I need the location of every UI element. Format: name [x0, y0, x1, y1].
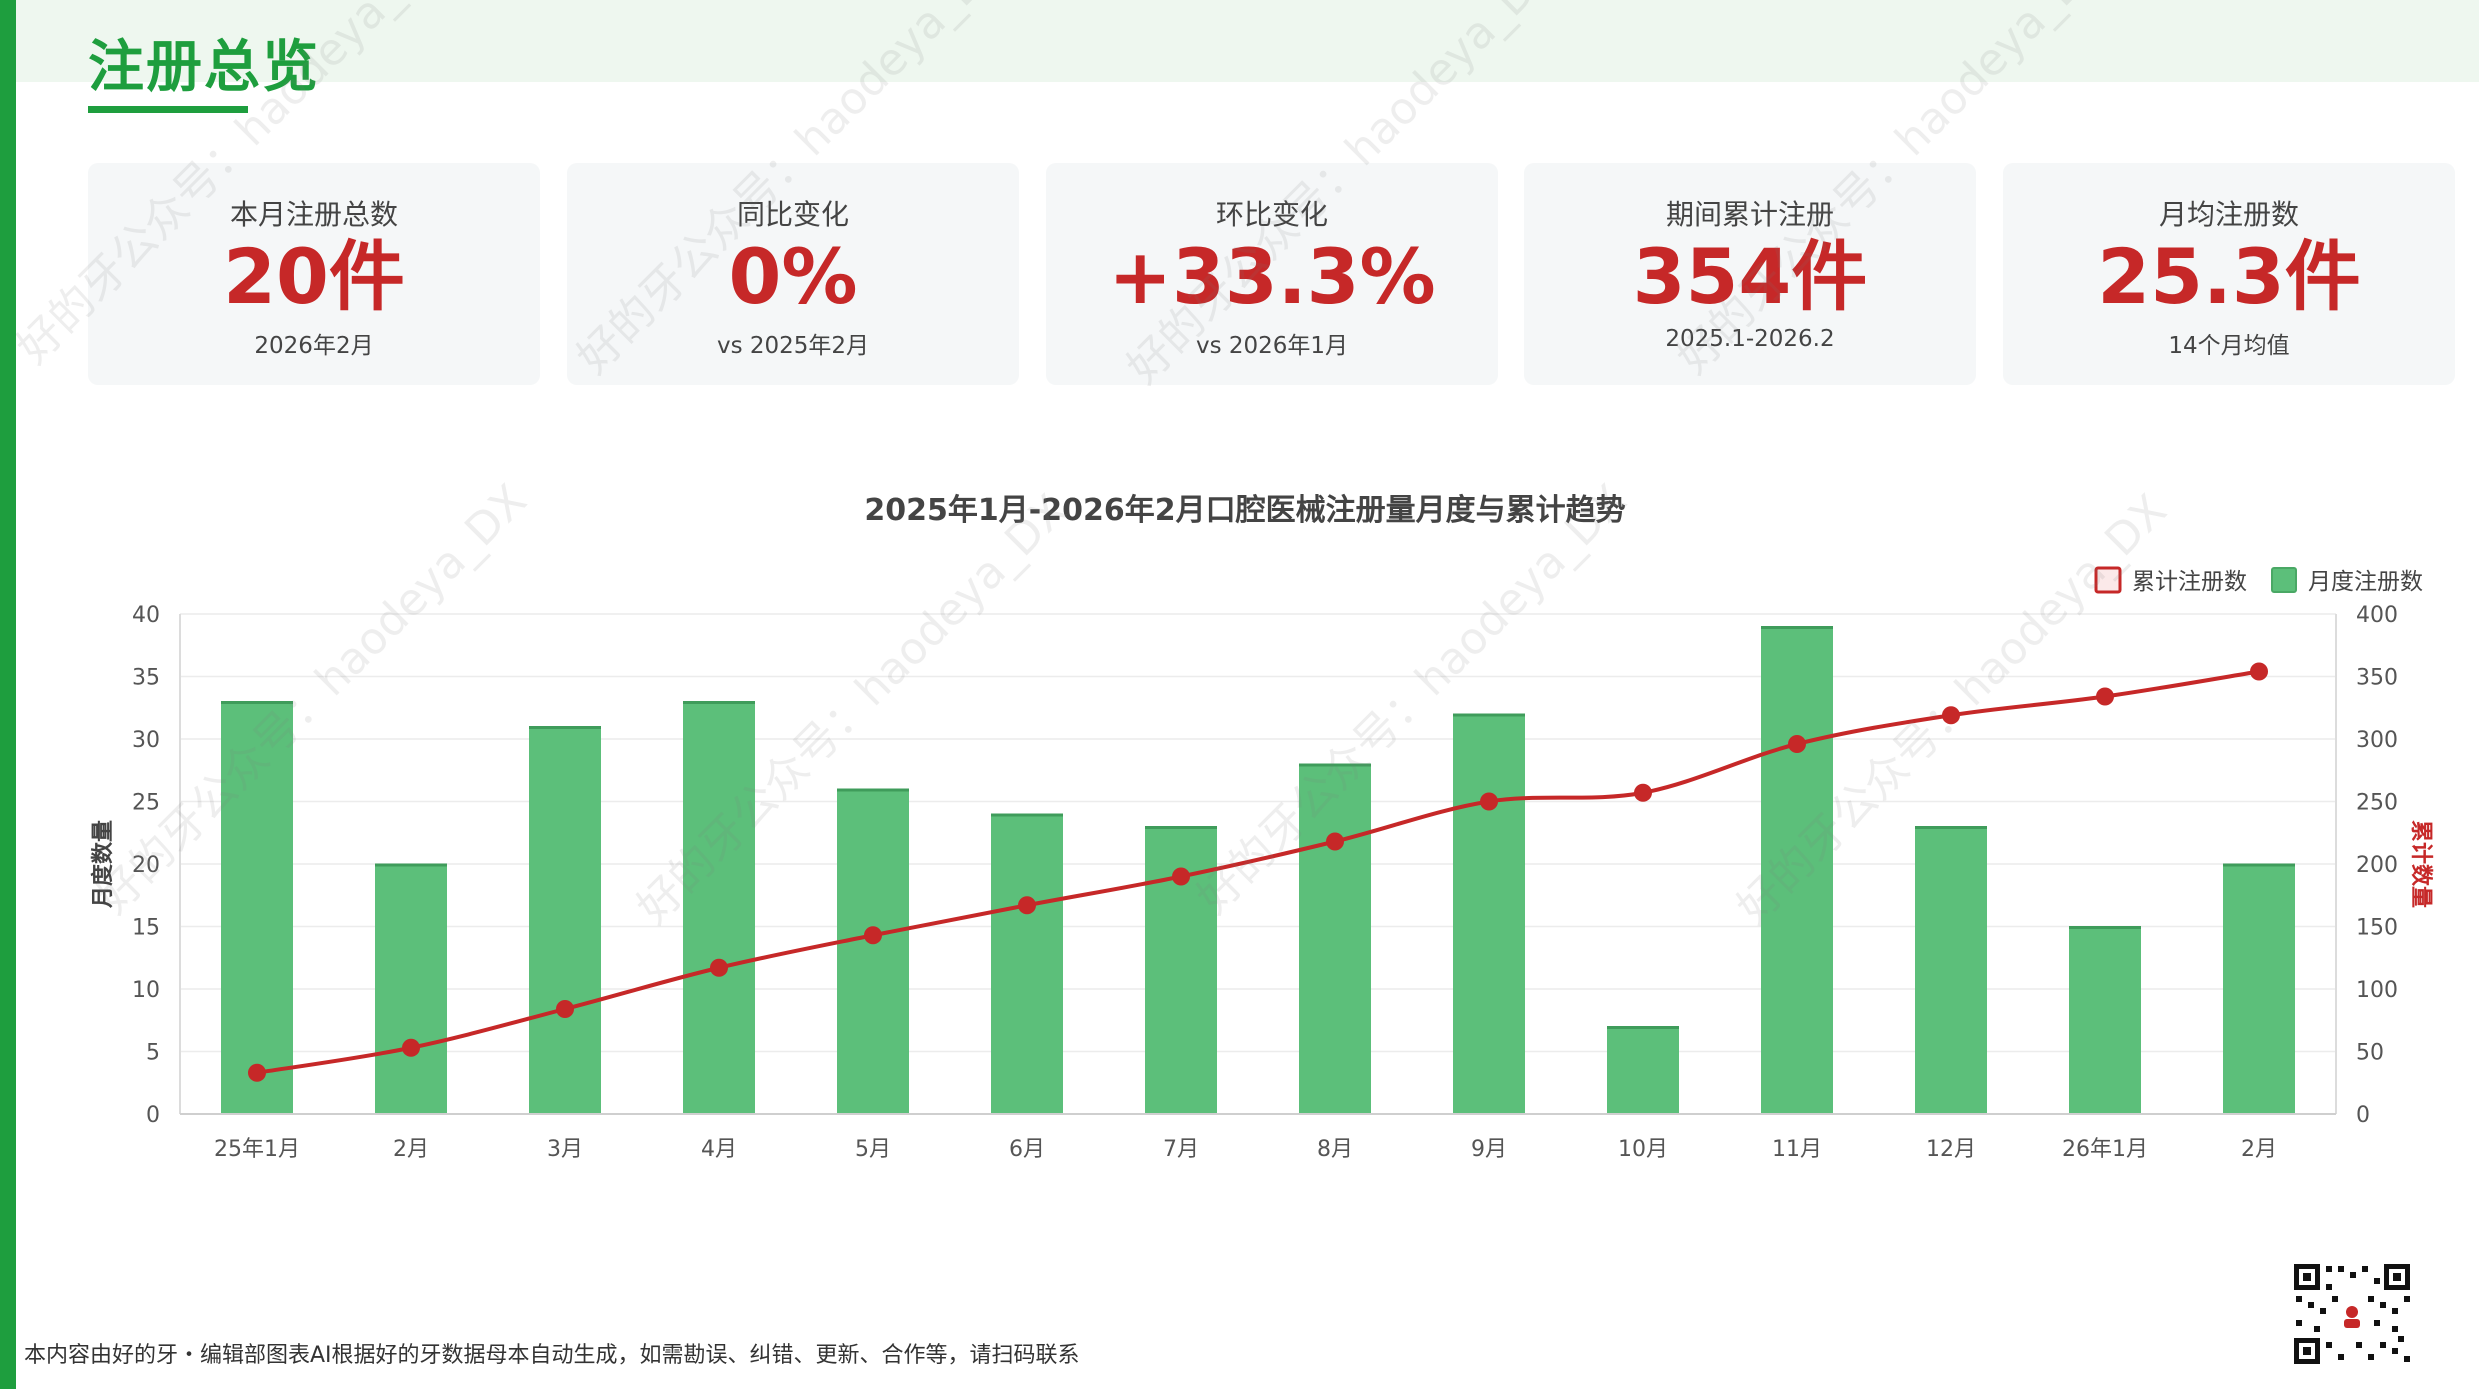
y-tick-label: 5 — [146, 1041, 160, 1066]
kpi-label: 同比变化 — [736, 198, 849, 231]
kpi-subtext: 2025.1-2026.2 — [1665, 326, 1835, 352]
footer-note: 本内容由好的牙・编辑部图表AI根据好的牙数据母本自动生成，如需勘误、纠错、更新、… — [24, 1343, 1080, 1368]
y2-axis-title: 累计数量 — [2408, 820, 2434, 908]
kpi-card-monthly-average: 月均注册数 25.3件 14个月均值 — [2003, 163, 2455, 385]
legend-swatch-monthly — [2271, 567, 2297, 593]
kpi-card-yoy-change: 同比变化 0% vs 2025年2月 — [567, 163, 1019, 385]
kpi-label: 月均注册数 — [2158, 198, 2299, 231]
kpi-value: +33.3% — [1108, 232, 1436, 321]
bar — [529, 726, 601, 1114]
y2-tick-label: 400 — [2356, 603, 2398, 628]
x-tick-label: 2月 — [393, 1137, 429, 1162]
y2-tick-label: 50 — [2356, 1041, 2384, 1066]
y2-tick-label: 100 — [2356, 978, 2398, 1003]
cumulative-line — [256, 669, 2260, 1075]
kpi-label: 环比变化 — [1215, 198, 1328, 231]
x-tick-label: 26年1月 — [2062, 1137, 2148, 1162]
cumulative-point — [1634, 783, 1652, 802]
kpi-value: 25.3件 — [2097, 232, 2361, 321]
y-tick-label: 10 — [132, 978, 160, 1003]
x-tick-label: 9月 — [1471, 1137, 1507, 1162]
bar — [375, 864, 447, 1114]
header-band — [16, 0, 2479, 82]
kpi-card-monthly-total: 本月注册总数 20件 2026年2月 — [88, 163, 540, 385]
legend-label-cumulative: 累计注册数 — [2132, 569, 2247, 595]
cumulative-point — [2250, 662, 2268, 681]
cumulative-point — [1018, 896, 1036, 915]
bar — [1453, 714, 1525, 1114]
cumulative-point — [1326, 832, 1344, 851]
y-axis-title: 月度数量 — [90, 820, 116, 909]
cumulative-point — [402, 1038, 420, 1057]
y2-tick-label: 350 — [2356, 666, 2398, 691]
axes: 0510152025303540050100150200250300350400… — [132, 603, 2398, 1162]
qr-code-icon[interactable] — [2292, 1262, 2412, 1366]
y2-tick-label: 0 — [2356, 1103, 2370, 1128]
bar — [991, 814, 1063, 1114]
bar — [221, 701, 293, 1114]
bar — [1607, 1026, 1679, 1114]
y-tick-label: 25 — [132, 791, 160, 816]
y-tick-label: 30 — [132, 728, 160, 753]
bar — [1761, 626, 1833, 1114]
y2-tick-label: 150 — [2356, 916, 2398, 941]
kpi-label: 期间累计注册 — [1665, 198, 1834, 231]
x-tick-label: 7月 — [1163, 1137, 1199, 1162]
x-tick-label: 11月 — [1772, 1137, 1822, 1162]
y-tick-label: 20 — [132, 853, 160, 878]
kpi-label: 本月注册总数 — [229, 198, 398, 231]
x-tick-label: 6月 — [1009, 1137, 1045, 1162]
kpi-value: 0% — [728, 232, 858, 321]
cumulative-point — [1788, 735, 1806, 753]
bar — [1915, 826, 1987, 1114]
bar — [2069, 926, 2141, 1114]
kpi-subtext: vs 2025年2月 — [716, 333, 870, 359]
x-tick-label: 5月 — [855, 1137, 891, 1162]
title-underline — [88, 106, 248, 113]
x-tick-label: 8月 — [1317, 1137, 1353, 1162]
x-tick-label: 12月 — [1926, 1137, 1976, 1162]
bar — [683, 701, 755, 1114]
kpi-subtext: 14个月均值 — [2168, 333, 2290, 359]
bar-series — [221, 626, 2295, 1114]
y2-tick-label: 300 — [2356, 728, 2398, 753]
y2-tick-label: 200 — [2356, 853, 2398, 878]
gridlines — [180, 613, 2336, 1115]
chart-legend[interactable]: 累计注册数 月度注册数 — [2094, 566, 2423, 595]
y-tick-label: 0 — [146, 1103, 160, 1128]
y-tick-label: 15 — [132, 916, 160, 941]
kpi-value: 20件 — [223, 232, 405, 321]
page-title: 注册总览 — [88, 35, 320, 100]
kpi-subtext: 2026年2月 — [254, 333, 374, 359]
cumulative-point — [1480, 792, 1498, 811]
cumulative-point — [248, 1063, 266, 1082]
cumulative-point — [864, 926, 882, 945]
x-tick-label: 2月 — [2241, 1137, 2277, 1162]
accent-side-bar — [0, 0, 16, 1389]
kpi-value: 354件 — [1632, 232, 1868, 321]
legend-label-monthly: 月度注册数 — [2308, 569, 2423, 595]
legend-swatch-cumulative — [2094, 566, 2122, 594]
cumulative-point — [710, 958, 728, 977]
line-series — [248, 662, 2268, 1082]
kpi-subtext: vs 2026年1月 — [1195, 333, 1349, 359]
y-tick-label: 40 — [132, 603, 160, 628]
cumulative-point — [2096, 687, 2114, 706]
chart-title: 2025年1月-2026年2月口腔医械注册量月度与累计趋势 — [864, 493, 1625, 528]
x-tick-label: 25年1月 — [214, 1137, 300, 1162]
cumulative-point — [556, 1000, 574, 1018]
x-tick-label: 10月 — [1618, 1137, 1668, 1162]
bar — [837, 789, 909, 1114]
cumulative-point — [1942, 706, 1960, 725]
cumulative-point — [1172, 867, 1190, 886]
x-tick-label: 4月 — [701, 1137, 737, 1162]
y-tick-label: 35 — [132, 666, 160, 691]
kpi-card-cumulative: 期间累计注册 354件 2025.1-2026.2 — [1524, 163, 1976, 385]
x-tick-label: 3月 — [547, 1137, 583, 1162]
kpi-card-mom-change: 环比变化 +33.3% vs 2026年1月 — [1046, 163, 1498, 385]
y2-tick-label: 250 — [2356, 791, 2398, 816]
bar — [1299, 764, 1371, 1114]
bar — [2223, 864, 2295, 1114]
